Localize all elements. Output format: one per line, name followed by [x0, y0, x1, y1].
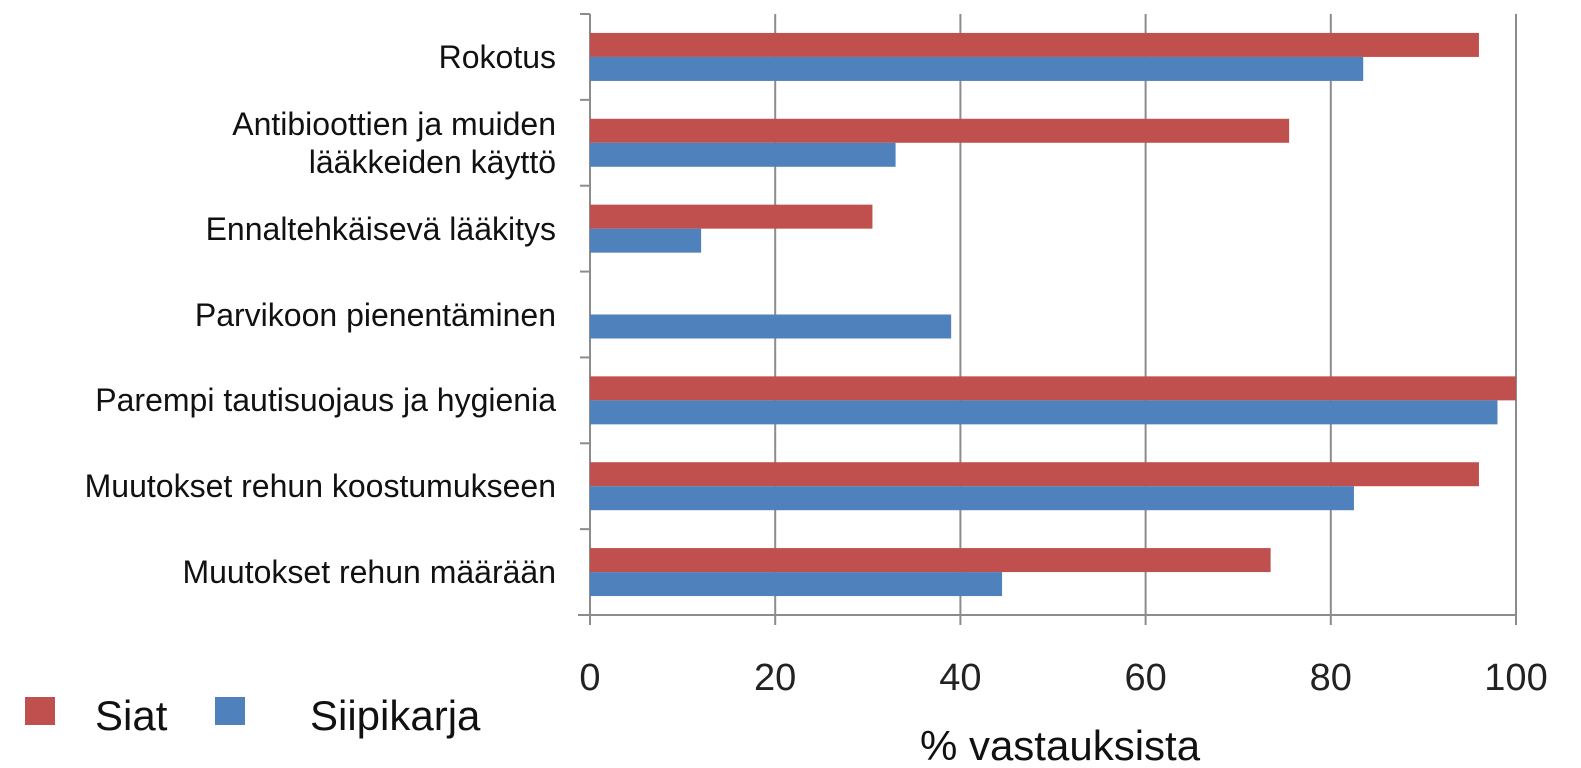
y-tick-label: Ennaltehkäisevä lääkitys [205, 210, 556, 247]
legend-swatch [25, 697, 55, 725]
legend-label: Siipikarja [310, 692, 481, 739]
x-tick-label: 100 [1484, 657, 1547, 699]
bar [590, 56, 1364, 81]
y-tick-label: Parempi tautisuojaus ja hygienia [95, 382, 556, 419]
bar [590, 572, 1003, 597]
x-tick-label: 60 [1124, 657, 1166, 699]
bar [590, 548, 1271, 573]
y-tick-label: Parvikoon pienentäminen [194, 296, 556, 333]
bar [590, 462, 1479, 487]
x-axis-label: % vastauksista [920, 722, 1201, 768]
x-tick-label: 80 [1310, 657, 1352, 699]
x-tick-label: 40 [939, 657, 981, 699]
y-tick-label: Muutokset rehun määrään [182, 554, 556, 591]
y-tick-label: Muutokset rehun koostumukseen [84, 468, 556, 505]
bar [590, 400, 1498, 425]
bar [590, 142, 896, 167]
bar [590, 32, 1479, 57]
bar [590, 314, 952, 339]
legend-swatch [215, 697, 245, 725]
bar [590, 376, 1516, 401]
bar [590, 486, 1354, 511]
bar [590, 228, 702, 253]
y-tick-label: Antibioottien ja muiden lääkkeiden käytt… [232, 105, 556, 180]
bar [590, 204, 873, 229]
legend-label: Siat [95, 692, 168, 739]
bar [590, 118, 1290, 143]
x-tick-label: 0 [579, 657, 600, 699]
y-tick-label: Rokotus [438, 38, 556, 75]
x-tick-label: 20 [754, 657, 796, 699]
